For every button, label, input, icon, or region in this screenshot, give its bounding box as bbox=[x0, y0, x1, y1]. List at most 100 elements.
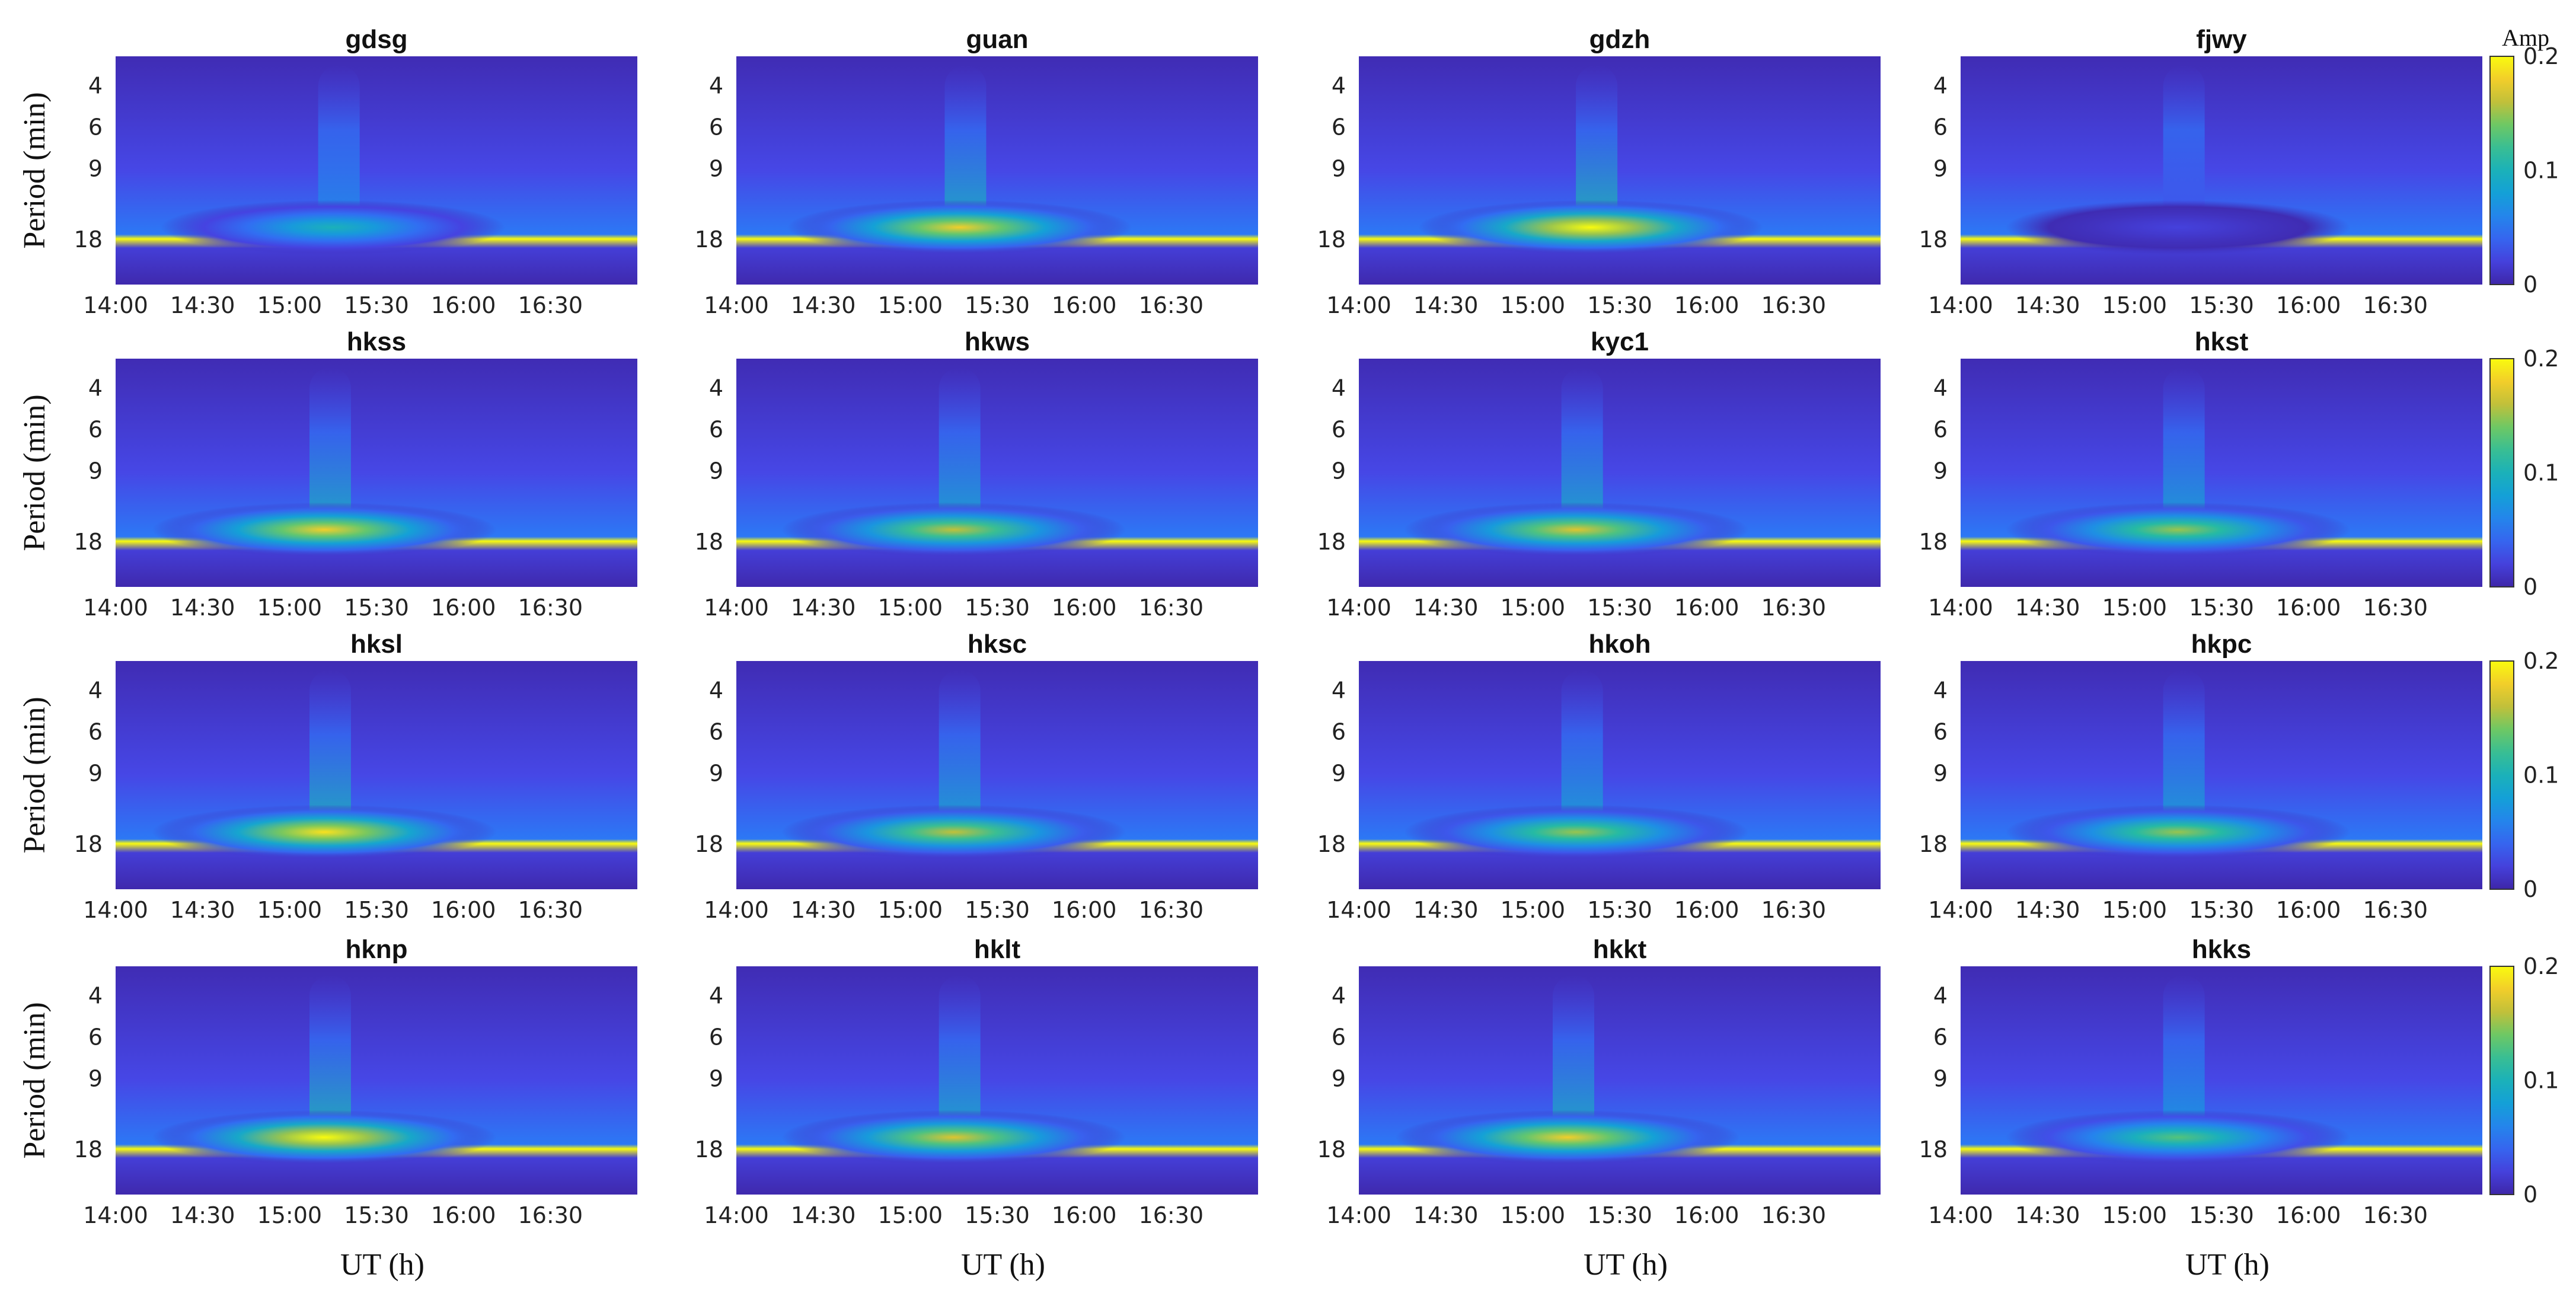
y-tick-label: 4 bbox=[1933, 983, 1948, 1009]
panel-title: hksc bbox=[968, 630, 1027, 659]
x-tick-label: 14:30 bbox=[1413, 292, 1479, 318]
x-tick-label: 16:00 bbox=[431, 595, 496, 621]
panel-hkst: hkst 4 6 9 18 14:00 14:30 15:00 15:30 16:00 16:30 bbox=[1919, 327, 2482, 621]
y-tick-label: 9 bbox=[709, 458, 723, 484]
plume-mark bbox=[939, 670, 981, 832]
x-tick-label: 15:00 bbox=[2102, 292, 2168, 318]
amplitude-peak-mark bbox=[152, 804, 497, 860]
y-tick-label: 9 bbox=[1332, 155, 1346, 181]
y-tick-label: 6 bbox=[1332, 416, 1346, 442]
x-tick-label: 14:30 bbox=[170, 292, 235, 318]
y-tick-label: 6 bbox=[709, 1024, 723, 1050]
panel-title: kyc1 bbox=[1591, 327, 1649, 356]
plume-mark bbox=[1576, 65, 1618, 228]
x-tick-label: 14:30 bbox=[791, 595, 856, 621]
panel-title: guan bbox=[966, 25, 1028, 54]
y-tick-label: 4 bbox=[709, 983, 723, 1009]
amplitude-peak-mark bbox=[787, 200, 1132, 255]
x-tick-label: 16:30 bbox=[1761, 1202, 1827, 1228]
x-tick-label: 15:00 bbox=[2102, 1202, 2168, 1228]
x-tick-label: 14:00 bbox=[1326, 1202, 1391, 1228]
x-tick-label: 15:30 bbox=[965, 292, 1030, 318]
x-tick-label: 14:30 bbox=[1413, 897, 1479, 923]
y-tick-label: 4 bbox=[88, 983, 103, 1009]
x-tick-label: 16:30 bbox=[518, 897, 583, 923]
y-tick-label: 9 bbox=[1332, 1065, 1346, 1091]
x-tick-label: 16:30 bbox=[2363, 897, 2428, 923]
x-tick-label: 14:30 bbox=[2015, 1202, 2080, 1228]
y-tick-label: 6 bbox=[88, 1024, 103, 1050]
x-tick-label: 15:00 bbox=[1501, 1202, 1566, 1228]
y-tick-label: 9 bbox=[709, 1065, 723, 1091]
colorbar-label: Amp bbox=[2502, 24, 2549, 51]
y-tick-label: 4 bbox=[709, 678, 723, 704]
panel-hkks: hkks 4 6 9 18 14:00 14:30 15:00 15:30 16:00 16:30 bbox=[1919, 935, 2482, 1228]
colorbar-gradient bbox=[2489, 660, 2514, 890]
plume-mark bbox=[939, 975, 981, 1138]
y-tick-label: 18 bbox=[74, 529, 103, 555]
x-tick-label: 14:30 bbox=[1413, 1202, 1479, 1228]
x-tick-label: 14:30 bbox=[791, 897, 856, 923]
colorbar-tick-label: 0.2 bbox=[2523, 346, 2559, 372]
colorbar-tick-label: 0 bbox=[2523, 574, 2537, 600]
x-tick-label: 15:00 bbox=[257, 897, 323, 923]
y-tick-label: 6 bbox=[1933, 1024, 1948, 1050]
y-tick-label: 6 bbox=[1933, 719, 1948, 745]
y-tick-label: 18 bbox=[1317, 831, 1346, 857]
panel-title: hknp bbox=[345, 935, 407, 964]
colorbar-tick-label: 0 bbox=[2523, 272, 2537, 298]
x-tick-label: 14:00 bbox=[704, 595, 769, 621]
panel-title: hkks bbox=[2192, 935, 2251, 964]
panel-title: hkst bbox=[2195, 327, 2249, 356]
y-tick-label: 4 bbox=[88, 375, 103, 401]
x-tick-label: 16:00 bbox=[1052, 595, 1117, 621]
amplitude-peak-mark bbox=[781, 502, 1126, 557]
x-tick-label: 16:00 bbox=[1052, 1202, 1117, 1228]
plume-mark bbox=[1561, 368, 1603, 530]
amplitude-peak-mark bbox=[152, 1110, 497, 1165]
amplitude-peak-mark bbox=[152, 502, 497, 557]
x-tick-label: 16:30 bbox=[2363, 595, 2428, 621]
x-tick-label: 14:30 bbox=[170, 897, 235, 923]
x-tick-label: 15:30 bbox=[965, 1202, 1030, 1228]
x-tick-label: 15:00 bbox=[2102, 897, 2168, 923]
panel-title: hkpc bbox=[2191, 630, 2252, 659]
y-tick-label: 9 bbox=[88, 458, 103, 484]
y-tick-label: 4 bbox=[1332, 983, 1346, 1009]
colorbar-gradient bbox=[2489, 56, 2514, 285]
x-tick-label: 15:30 bbox=[344, 292, 409, 318]
y-tick-label: 18 bbox=[695, 226, 723, 253]
x-tick-label: 15:30 bbox=[2189, 595, 2254, 621]
y-tick-label: 4 bbox=[88, 678, 103, 704]
y-tick-label: 9 bbox=[88, 155, 103, 181]
x-tick-label: 14:30 bbox=[2015, 292, 2080, 318]
x-tick-label: 16:30 bbox=[1761, 595, 1827, 621]
x-tick-label: 14:00 bbox=[83, 1202, 148, 1228]
panel-guan: guan 4 6 9 18 14:00 14:30 15:00 15:30 16:00 16:30 bbox=[695, 25, 1258, 318]
amplitude-peak-mark bbox=[2006, 502, 2351, 557]
x-tick-label: 16:00 bbox=[2276, 292, 2341, 318]
plume-mark bbox=[1553, 975, 1594, 1138]
y-tick-label: 4 bbox=[1332, 678, 1346, 704]
panel-title: hkws bbox=[965, 327, 1030, 356]
panel-hkoh: hkoh 4 6 9 18 14:00 14:30 15:00 15:30 16:00 16:30 bbox=[1317, 630, 1881, 923]
panel-title: fjwy bbox=[2196, 25, 2247, 54]
y-tick-label: 6 bbox=[88, 719, 103, 745]
x-tick-label: 14:00 bbox=[704, 897, 769, 923]
x-axis-label: UT (h) bbox=[340, 1248, 424, 1282]
x-tick-label: 16:00 bbox=[1674, 292, 1739, 318]
x-tick-label: 16:30 bbox=[1761, 897, 1827, 923]
x-tick-label: 14:00 bbox=[83, 595, 148, 621]
x-tick-label: 15:30 bbox=[2189, 897, 2254, 923]
colorbar-tick-label: 0.1 bbox=[2523, 762, 2559, 788]
plume-mark bbox=[309, 670, 351, 832]
y-tick-label: 9 bbox=[1933, 458, 1948, 484]
x-tick-label: 16:30 bbox=[518, 595, 583, 621]
y-tick-label: 4 bbox=[1933, 678, 1948, 704]
x-tick-label: 15:00 bbox=[257, 292, 323, 318]
x-tick-label: 15:30 bbox=[965, 897, 1030, 923]
y-axis-label: Period (min) bbox=[18, 1002, 52, 1158]
y-tick-label: 18 bbox=[74, 226, 103, 253]
